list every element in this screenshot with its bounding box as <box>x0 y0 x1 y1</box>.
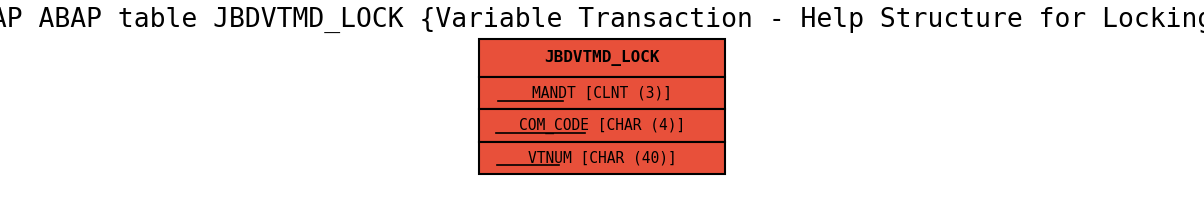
Text: SAP ABAP table JBDVTMD_LOCK {Variable Transaction - Help Structure for Locking}: SAP ABAP table JBDVTMD_LOCK {Variable Tr… <box>0 7 1204 33</box>
Bar <box>479 77 725 109</box>
Bar <box>479 109 725 142</box>
Text: VTNUM [CHAR (40)]: VTNUM [CHAR (40)] <box>527 150 677 165</box>
Text: MANDT [CLNT (3)]: MANDT [CLNT (3)] <box>532 86 672 101</box>
Text: JBDVTMD_LOCK: JBDVTMD_LOCK <box>544 50 660 66</box>
Text: COM_CODE [CHAR (4)]: COM_CODE [CHAR (4)] <box>519 117 685 134</box>
Bar <box>479 142 725 174</box>
Bar <box>479 39 725 77</box>
